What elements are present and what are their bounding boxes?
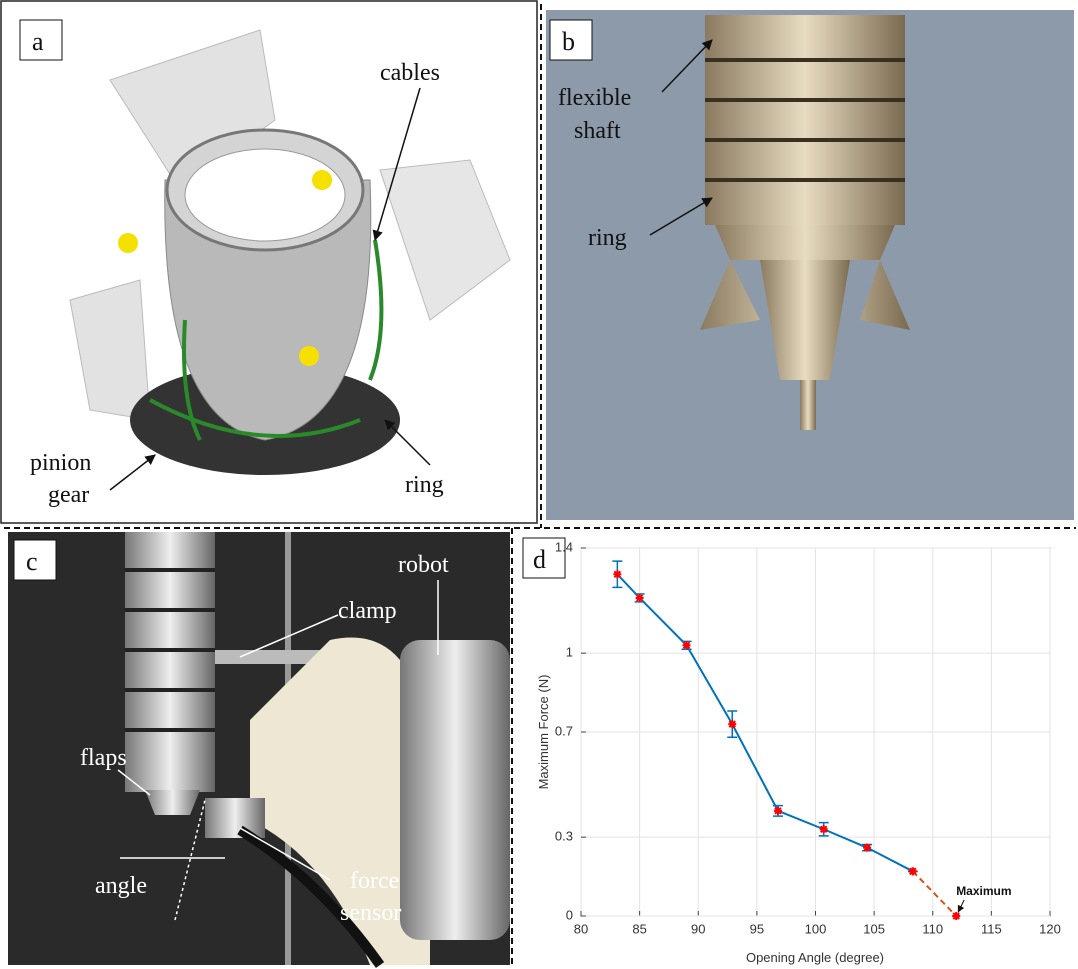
annotation: angle xyxy=(95,873,147,899)
annotation: clamp xyxy=(338,598,397,624)
marker xyxy=(820,825,828,833)
x-tick-label: 115 xyxy=(981,921,1002,936)
panel-label: d xyxy=(533,545,546,574)
y-tick-label: 0.7 xyxy=(555,723,573,738)
panel-label: a xyxy=(32,27,44,56)
panel-b: b flexible shaft ring xyxy=(546,10,1074,520)
panel-c: c clamp robot flaps angle force sensor xyxy=(8,532,510,965)
marker xyxy=(774,807,782,815)
annotation: force xyxy=(350,868,399,894)
marker xyxy=(909,867,917,875)
annotation: gear xyxy=(48,482,89,508)
marker xyxy=(636,594,644,602)
annotation: pinion xyxy=(30,450,91,476)
y-tick-label: 1 xyxy=(566,645,573,660)
panel-label: b xyxy=(562,27,575,56)
figure-canvas: a cables pinion gear ring b flexible sha… xyxy=(0,0,1078,969)
marker xyxy=(863,844,871,852)
marker xyxy=(952,912,960,920)
x-tick-label: 90 xyxy=(691,921,705,936)
x-tick-label: 110 xyxy=(922,921,943,936)
x-axis-label: Opening Angle (degree) xyxy=(746,950,884,965)
panel-label: c xyxy=(26,547,38,576)
y-tick-label: 0 xyxy=(566,907,573,922)
figure: a cables pinion gear ring b flexible sha… xyxy=(0,0,1078,969)
x-tick-label: 100 xyxy=(805,921,827,936)
annotation: robot xyxy=(398,552,449,578)
y-tick-label: 1.4 xyxy=(555,539,573,554)
x-tick-label: 105 xyxy=(863,921,885,936)
annotation: flaps xyxy=(80,745,127,771)
annotation: ring xyxy=(405,472,444,498)
annotation: shaft xyxy=(574,118,621,144)
annotation: Maximum xyxy=(956,884,1011,898)
x-tick-label: 120 xyxy=(1039,921,1061,936)
x-tick-label: 80 xyxy=(574,921,588,936)
marker xyxy=(683,641,691,649)
y-axis-label: Maximum Force (N) xyxy=(536,675,551,790)
annotation: sensor xyxy=(340,900,401,926)
annotation: flexible xyxy=(558,85,631,111)
x-tick-label: 95 xyxy=(750,921,764,936)
annotation: ring xyxy=(588,225,627,251)
panel-d: d Opening Angle (degree) Maximum Force (… xyxy=(518,534,1073,965)
marker xyxy=(728,720,736,728)
panel-a: a cables pinion gear ring xyxy=(1,1,537,523)
marker xyxy=(613,570,621,578)
y-tick-label: 0.3 xyxy=(555,829,573,844)
x-tick-label: 85 xyxy=(632,921,646,936)
annotation: cables xyxy=(380,60,440,86)
